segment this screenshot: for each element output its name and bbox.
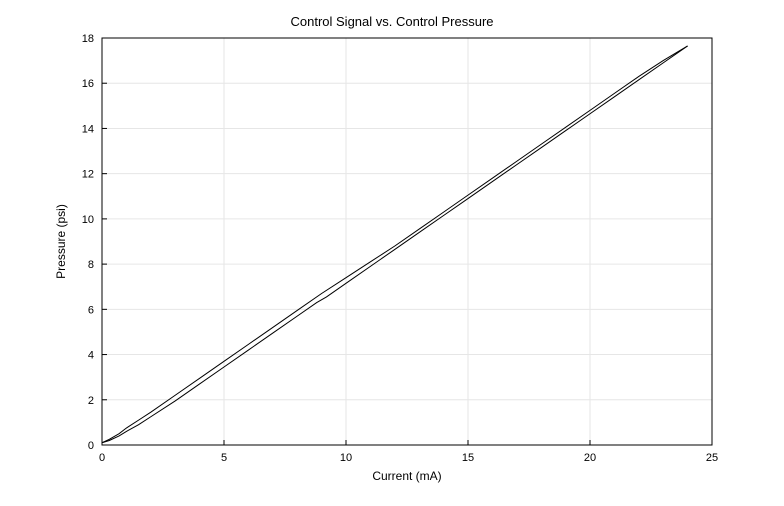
svg-text:10: 10	[340, 452, 352, 464]
svg-text:20: 20	[584, 452, 596, 464]
svg-text:0: 0	[88, 440, 94, 452]
y-axis-label: Pressure (psi)	[54, 38, 68, 445]
svg-text:12: 12	[82, 169, 94, 181]
svg-text:18: 18	[82, 33, 94, 45]
svg-text:10: 10	[82, 214, 94, 226]
svg-text:6: 6	[88, 304, 94, 316]
line-chart: 0 5 10 15 20 25 0 2 4 6 8 10 12 14 16 18	[0, 0, 784, 506]
svg-text:15: 15	[462, 452, 474, 464]
x-axis-label: Current (mA)	[102, 469, 712, 483]
svg-text:5: 5	[221, 452, 227, 464]
svg-text:8: 8	[88, 259, 94, 271]
chart-title: Control Signal vs. Control Pressure	[0, 14, 784, 29]
svg-text:4: 4	[88, 350, 94, 362]
svg-text:0: 0	[99, 452, 105, 464]
svg-text:14: 14	[82, 123, 94, 135]
svg-text:2: 2	[88, 395, 94, 407]
svg-text:25: 25	[706, 452, 718, 464]
svg-text:16: 16	[82, 78, 94, 90]
